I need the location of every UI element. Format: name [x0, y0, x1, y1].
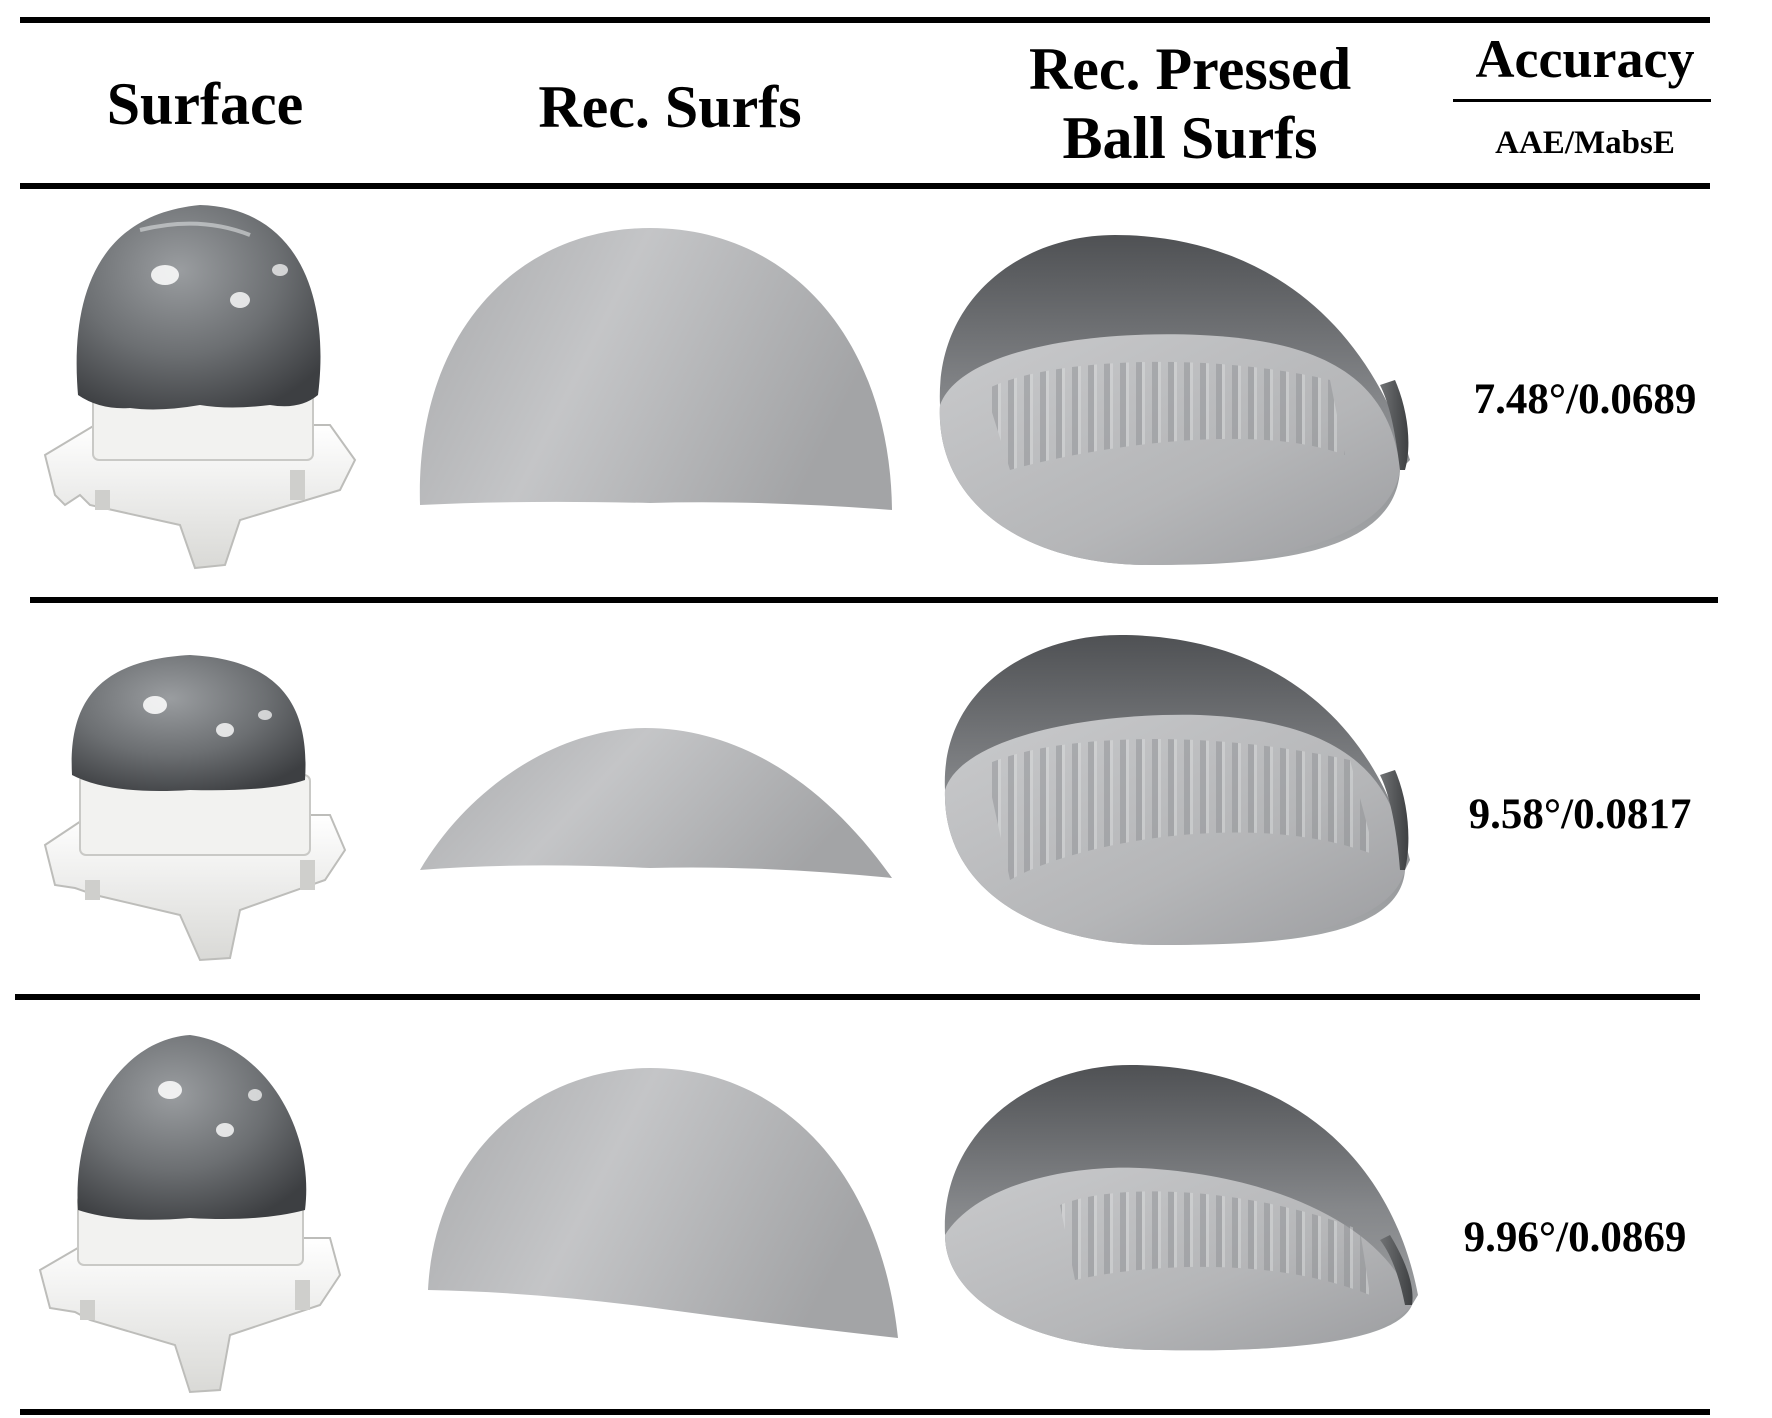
header-accuracy: Accuracy — [1475, 29, 1695, 89]
sensor-photo-row-3 — [38, 1035, 342, 1394]
sensor-photo-row-2 — [43, 655, 347, 962]
accuracy-row-2: 9.58°/0.0817 — [1468, 791, 1692, 838]
sensor-photo-row-1 — [43, 205, 357, 570]
pressed-surface-row-3 — [944, 1065, 1418, 1351]
pressed-surface-row-2 — [944, 635, 1410, 945]
header-metric: AAE/MabsE — [1495, 125, 1675, 161]
header-rec-surfs: Rec. Surfs — [538, 74, 802, 140]
header-bottom-rule — [20, 183, 1710, 189]
table-top-rule — [20, 17, 1710, 23]
table-bottom-rule — [20, 1409, 1710, 1415]
header-surface: Surface — [106, 71, 304, 137]
header-rec-pressed-ball-surfs: Rec. Pressed Ball Surfs — [990, 35, 1390, 173]
accuracy-underline — [1453, 99, 1711, 102]
header-pressed-line-2: Ball Surfs — [1062, 105, 1318, 171]
rec-surface-row-2 — [420, 728, 892, 878]
row-divider-2 — [15, 994, 1700, 1000]
pressed-surface-row-1 — [939, 235, 1410, 565]
row-divider-1 — [30, 597, 1718, 603]
accuracy-row-1: 7.48°/0.0689 — [1473, 376, 1697, 423]
rec-surface-row-3 — [428, 1068, 898, 1338]
header-pressed-line-1: Rec. Pressed — [1028, 36, 1352, 102]
accuracy-row-3: 9.96°/0.0869 — [1463, 1214, 1687, 1261]
rec-surface-row-1 — [419, 228, 892, 510]
